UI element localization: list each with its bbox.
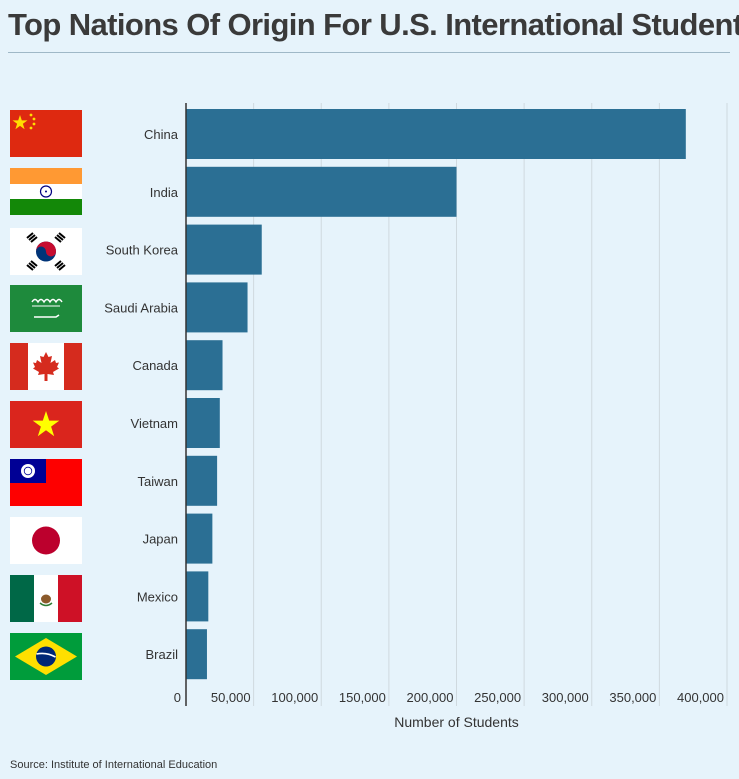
bar: [186, 340, 223, 391]
x-tick-label: 200,000: [407, 690, 454, 705]
x-tick-label: 0: [174, 690, 181, 705]
category-label: Canada: [132, 358, 178, 373]
category-label: Vietnam: [131, 416, 178, 431]
canada-flag-icon: [10, 343, 82, 390]
bar: [186, 571, 209, 622]
japan-flag-icon: [10, 517, 82, 564]
x-tick-label: 400,000: [677, 690, 724, 705]
bar: [186, 629, 207, 680]
category-label: Taiwan: [138, 474, 178, 489]
x-tick-label: 150,000: [339, 690, 386, 705]
category-label: South Korea: [106, 243, 179, 258]
brazil-flag-icon: [10, 633, 82, 680]
category-label: Brazil: [145, 647, 178, 662]
china-flag-icon: [10, 110, 82, 157]
category-label: India: [150, 185, 179, 200]
india-flag-icon: [10, 168, 82, 215]
x-tick-label: 100,000: [271, 690, 318, 705]
south-korea-flag-icon: [10, 228, 82, 275]
chart-title: Top Nations Of Origin For U.S. Internati…: [8, 7, 739, 42]
x-tick-label: 300,000: [542, 690, 589, 705]
bar: [186, 282, 248, 333]
saudi-arabia-flag-icon: [10, 285, 82, 332]
bar: [186, 398, 220, 448]
category-label: China: [144, 127, 179, 142]
bar: [186, 455, 218, 506]
bar: [186, 109, 686, 159]
x-axis-label: Number of Students: [394, 714, 519, 730]
vietnam-flag-icon: [10, 401, 82, 448]
bar: [186, 166, 457, 217]
category-label: Mexico: [137, 589, 178, 604]
bar: [186, 513, 213, 564]
x-tick-label: 50,000: [211, 690, 251, 705]
category-label: Japan: [143, 532, 178, 547]
bar: [186, 224, 262, 275]
x-tick-label: 250,000: [474, 690, 521, 705]
mexico-flag-icon: [10, 575, 82, 622]
taiwan-flag-icon: [10, 459, 82, 506]
source-note: Source: Institute of International Educa…: [10, 759, 218, 771]
category-label: Saudi Arabia: [104, 300, 178, 315]
x-tick-label: 350,000: [609, 690, 656, 705]
title-divider: [8, 52, 730, 53]
